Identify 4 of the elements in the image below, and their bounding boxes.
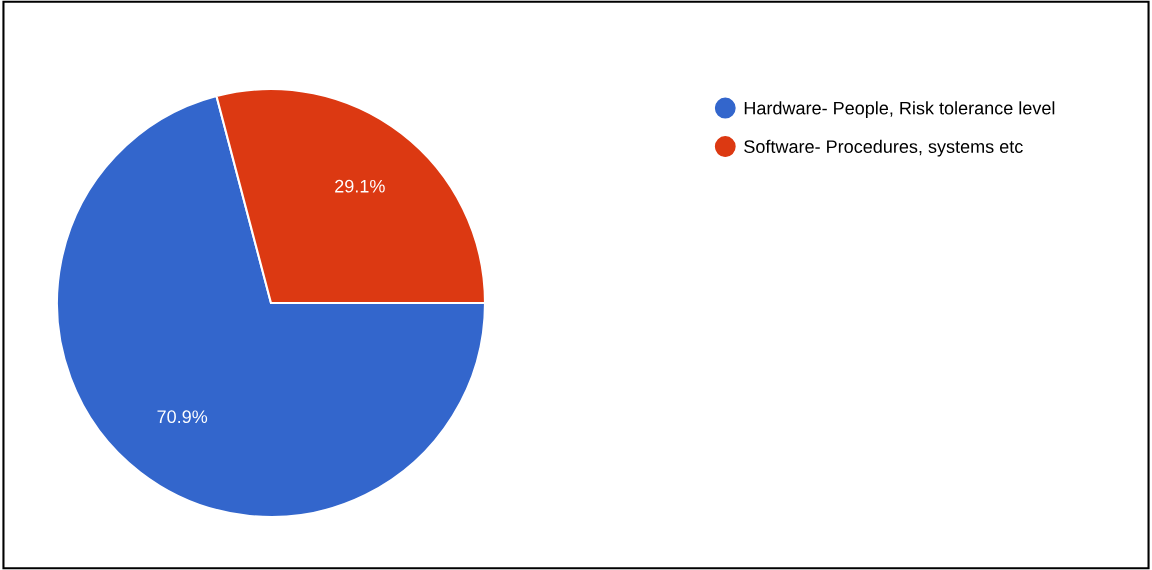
legend-label: Software- Procedures, systems etc xyxy=(744,139,1023,157)
legend-label: Hardware- People, Risk tolerance level xyxy=(744,101,1055,119)
data-label: 29.1% xyxy=(335,179,385,193)
data-label: 70.9% xyxy=(157,410,208,424)
